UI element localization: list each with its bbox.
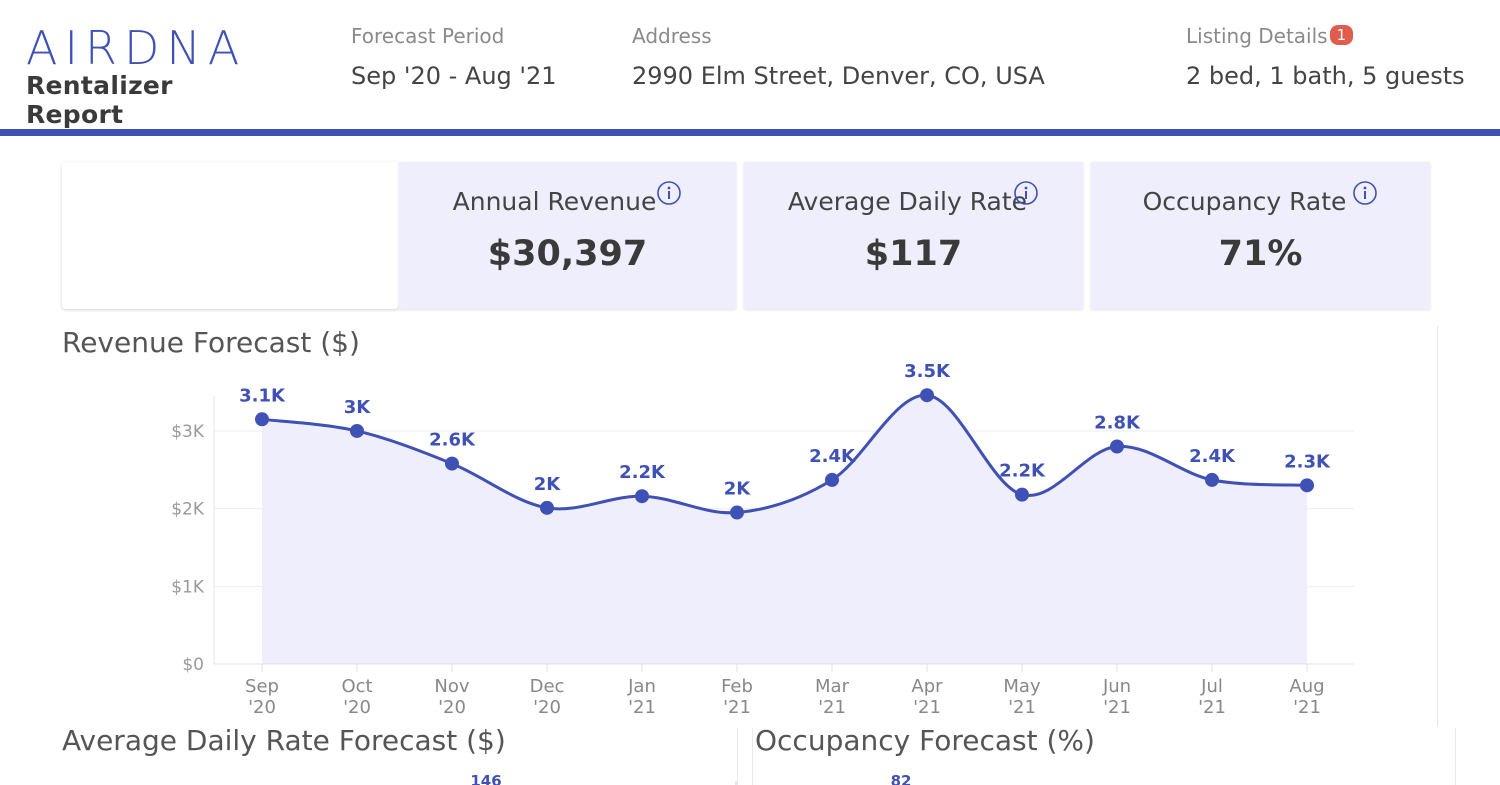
kpi-value: $30,397 [487, 234, 648, 274]
data-label: 2.2K [999, 461, 1046, 482]
revenue-forecast-panel: Revenue Forecast ($) $0 $1K $2K $3K 3.1K Sep '… [62, 326, 1438, 726]
revenue-area [262, 395, 1307, 664]
data-label: 2.2K [619, 462, 666, 483]
y-tick-label: $1K [171, 577, 205, 597]
revenue-forecast-chart: $0$1K$2K$3K3.1KSep'203KOct'202.6KNov'202… [171, 361, 1354, 718]
x-tick-label-year: '20 [248, 697, 276, 718]
forecast-period-value: Sep '20 - Aug '21 [351, 62, 557, 90]
listing-details-label-text: Listing Details [1186, 24, 1328, 48]
y-tick-label: $0 [182, 655, 204, 675]
info-icon[interactable] [1352, 180, 1378, 206]
forecast-period-label: Forecast Period [351, 24, 505, 48]
y-tick-label: $3K [171, 422, 205, 442]
listing-details-label[interactable]: Listing Details 1 [1186, 24, 1465, 48]
x-tick-label-year: '20 [343, 697, 371, 718]
data-point [540, 500, 554, 515]
data-point [1300, 478, 1314, 493]
occupancy-forecast-title: Occupancy Forecast (%) [755, 724, 1095, 757]
data-label: 2.4K [809, 446, 856, 467]
data-label: 2.4K [1189, 446, 1236, 467]
x-tick-label-month: Mar [815, 676, 850, 697]
info-icon[interactable] [1013, 180, 1039, 206]
address-value: 2990 Elm Street, Denver, CO, USA [632, 62, 1045, 90]
occupancy-forecast-panel: Occupancy Forecast (%) 82 [752, 724, 1456, 785]
data-label: 2K [724, 479, 752, 500]
x-tick-label-month: Apr [911, 676, 943, 697]
data-point [1110, 439, 1124, 454]
revenue-forecast-title: Revenue Forecast ($) [62, 326, 360, 359]
data-point [255, 412, 269, 427]
kpi-value: 71% [1218, 234, 1303, 274]
data-label: 2.8K [1094, 412, 1141, 433]
kpi-average-daily-rate: Average Daily Rate $117 [744, 162, 1083, 309]
data-point [445, 456, 459, 471]
x-tick-label-year: '21 [1008, 697, 1036, 718]
bar-value-label: 82 [891, 772, 912, 785]
data-label: 3.1K [239, 385, 286, 406]
data-point [730, 505, 744, 520]
kpi-title-text: Annual Revenue [452, 187, 657, 216]
kpi-annual-revenue: Annual Revenue $30,397 [399, 162, 736, 309]
x-tick-label-year: '20 [438, 697, 466, 718]
data-point [825, 472, 839, 487]
listing-details-badge: 1 [1329, 25, 1354, 45]
adr-forecast-chart: 146 [470, 772, 738, 785]
x-tick-label-year: '21 [1103, 697, 1131, 718]
data-label: 3.5K [904, 361, 951, 382]
kpi-title: Annual Revenue [399, 180, 736, 216]
data-label: 2.6K [429, 430, 476, 451]
address-label: Address [632, 24, 712, 48]
x-tick-label-year: '21 [1293, 697, 1321, 718]
adr-forecast-panel: Average Daily Rate Forecast ($) 146 [62, 724, 738, 785]
map-card-placeholder [62, 162, 399, 309]
data-point [1015, 487, 1029, 502]
data-point [1205, 472, 1219, 487]
x-tick-label-month: Sep [245, 676, 279, 697]
data-label: 3K [344, 397, 372, 418]
x-tick-label-month: Jan [627, 676, 656, 697]
x-tick-label-month: Feb [721, 676, 753, 697]
forecast-period: Forecast Period Sep '20 - Aug '21 [351, 24, 557, 90]
kpi-value: $117 [864, 234, 963, 274]
data-point [635, 489, 649, 504]
kpi-title-text: Occupancy Rate [1142, 187, 1347, 216]
x-tick-label-month: Jul [1200, 676, 1223, 697]
x-tick-label-month: Jun [1102, 676, 1131, 697]
y-tick-label: $2K [171, 500, 205, 520]
data-point [350, 423, 364, 438]
x-tick-label-month: Dec [530, 676, 565, 697]
adr-forecast-title: Average Daily Rate Forecast ($) [62, 724, 506, 757]
x-tick-label-month: May [1003, 676, 1041, 697]
occupancy-forecast-chart: 82 [891, 772, 912, 785]
data-point [920, 388, 934, 403]
logo-mark: AIRDNA [26, 21, 247, 75]
x-tick-label-month: Aug [1289, 676, 1324, 697]
listing-details[interactable]: Listing Details 1 2 bed, 1 bath, 5 guests [1186, 24, 1465, 90]
report-title: Rentalizer Report [26, 71, 173, 129]
x-tick-label-year: '21 [628, 697, 656, 718]
x-tick-label-year: '21 [723, 697, 751, 718]
bar-top [735, 781, 738, 785]
kpi-title-text: Average Daily Rate [787, 187, 1028, 216]
bar-value-label: 146 [470, 772, 501, 785]
report-header: AIRDNA Rentalizer Report Forecast Period… [0, 0, 1500, 136]
x-tick-label-year: '21 [913, 697, 941, 718]
x-tick-label-month: Nov [434, 676, 469, 697]
airdna-logo: AIRDNA Rentalizer Report [26, 21, 276, 129]
kpi-occupancy-rate: Occupancy Rate 71% [1091, 162, 1430, 309]
data-label: 2.3K [1284, 451, 1331, 472]
address: Address 2990 Elm Street, Denver, CO, USA [632, 24, 1045, 90]
kpi-title: Average Daily Rate [744, 180, 1083, 216]
data-label: 2K [534, 474, 562, 495]
x-tick-label-year: '21 [818, 697, 846, 718]
listing-details-value: 2 bed, 1 bath, 5 guests [1186, 62, 1465, 90]
kpi-title: Occupancy Rate [1091, 180, 1430, 216]
info-icon[interactable] [656, 180, 682, 206]
x-tick-label-year: '21 [1198, 697, 1226, 718]
x-tick-label-year: '20 [533, 697, 561, 718]
x-tick-label-month: Oct [341, 676, 372, 697]
